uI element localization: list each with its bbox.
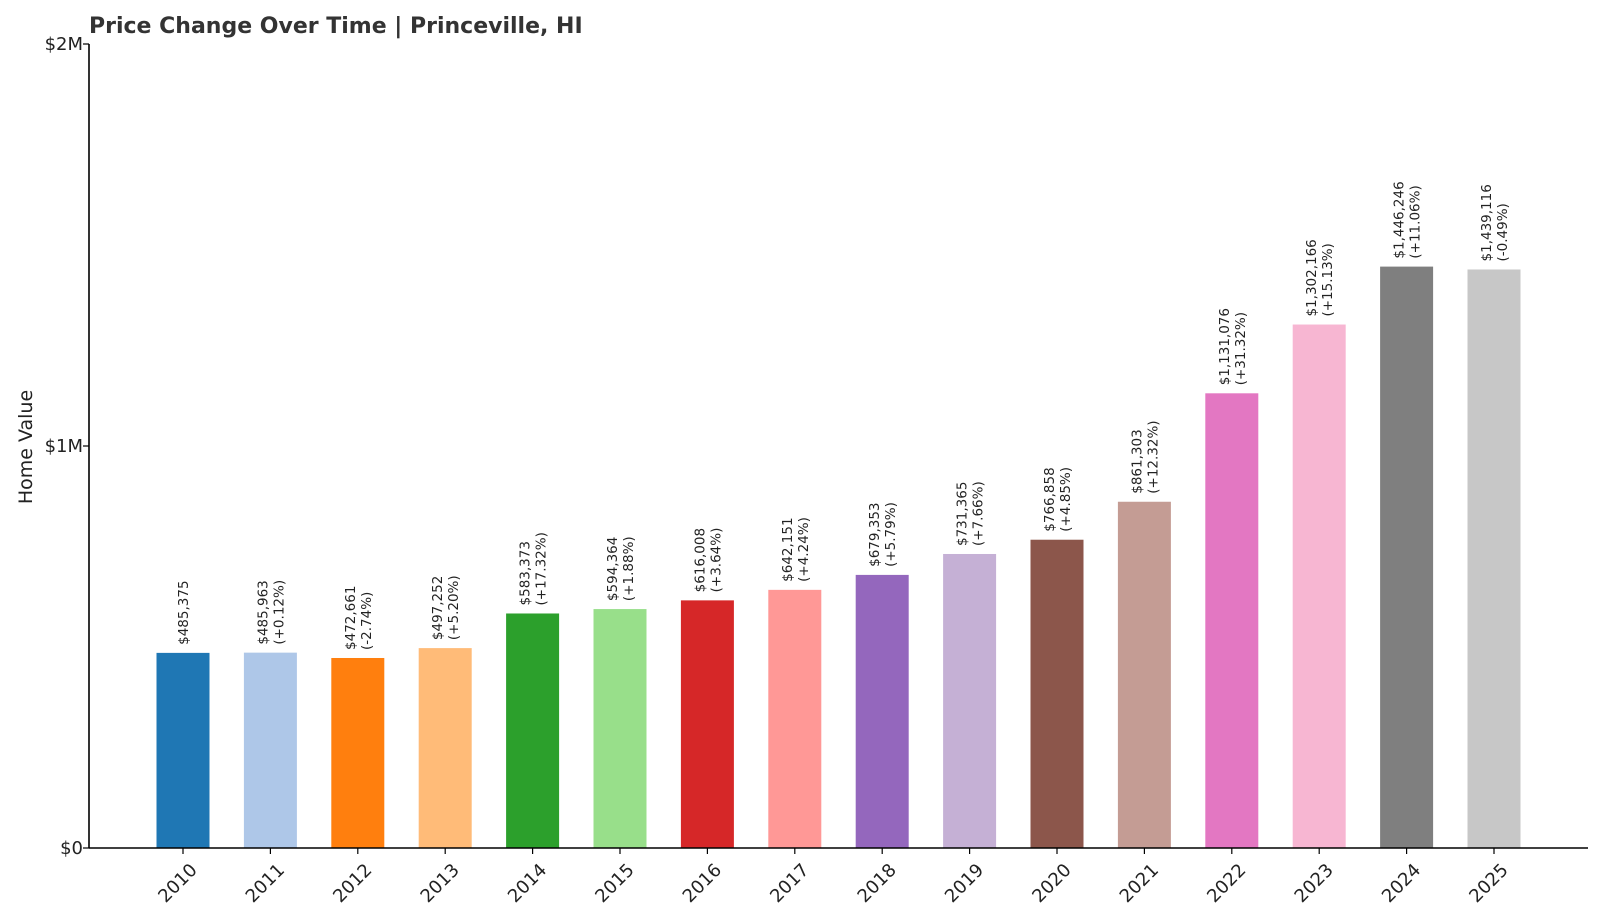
bar-2022 xyxy=(1205,393,1259,848)
bar-2019 xyxy=(943,553,997,848)
data-label-2014: $583,373 (+17.32%) xyxy=(518,532,550,605)
change-label: (-0.49%) xyxy=(1495,203,1511,261)
bars-group xyxy=(156,266,1521,849)
bar-2020 xyxy=(1030,539,1084,848)
x-tick-label: 2018 xyxy=(854,860,901,907)
x-tick-label: 2023 xyxy=(1291,860,1338,907)
x-tick-label: 2022 xyxy=(1203,860,1250,907)
value-label: $1,131,076 xyxy=(1217,308,1233,385)
data-label-2019: $731,365 (+7.66%) xyxy=(955,481,987,546)
x-tick-label: 2017 xyxy=(766,860,813,907)
value-label: $1,446,246 xyxy=(1392,181,1408,258)
data-label-2013: $497,252 (+5.20%) xyxy=(430,575,462,640)
change-label: (+5.79%) xyxy=(883,502,899,567)
chart-title: Price Change Over Time | Princeville, HI xyxy=(89,14,583,39)
change-label: (+7.66%) xyxy=(971,481,987,546)
y-tick-label: $0 xyxy=(60,838,83,859)
data-label-2024: $1,446,246 (+11.06%) xyxy=(1392,181,1424,258)
y-tick-label: $1M xyxy=(45,436,83,457)
x-tick-label: 2012 xyxy=(329,860,376,907)
change-label: (+11.06%) xyxy=(1408,185,1424,258)
data-label-2016: $616,008 (+3.64%) xyxy=(692,528,724,593)
bar-2014 xyxy=(506,613,560,848)
value-label: $1,439,116 xyxy=(1479,184,1495,261)
change-label: (+3.64%) xyxy=(708,528,724,593)
bar-2024 xyxy=(1380,266,1434,848)
data-label-2012: $472,661 (-2.74%) xyxy=(343,586,375,650)
data-label-2020: $766,858 (+4.85%) xyxy=(1042,467,1074,532)
change-label: (+17.32%) xyxy=(534,532,550,605)
data-label-2011: $485,963 (+0.12%) xyxy=(255,580,287,645)
value-label: $594,364 xyxy=(605,537,621,601)
change-label: (+0.12%) xyxy=(271,580,287,645)
value-label: $472,661 xyxy=(343,586,359,650)
data-label-2023: $1,302,166 (+15.13%) xyxy=(1304,239,1336,316)
bar-2023 xyxy=(1292,324,1346,848)
change-label: (+4.24%) xyxy=(796,517,812,582)
change-label: (+12.32%) xyxy=(1145,420,1161,493)
bar-2025 xyxy=(1467,269,1521,849)
data-label-2015: $594,364 (+1.88%) xyxy=(605,536,637,601)
data-label-2022: $1,131,076 (+31.32%) xyxy=(1217,308,1249,385)
change-label: (-2.74%) xyxy=(359,592,375,650)
x-tick-label: 2011 xyxy=(242,860,289,907)
bar-2012 xyxy=(331,657,385,848)
y-axis-ticks: $0 $1M $2M xyxy=(45,34,89,859)
change-label: (+4.85%) xyxy=(1058,467,1074,532)
change-label: (+31.32%) xyxy=(1233,312,1249,385)
value-label: $485,375 xyxy=(176,580,192,644)
y-axis-label: Home Value xyxy=(15,390,37,504)
data-label-2025: $1,439,116 (-0.49%) xyxy=(1479,184,1511,261)
value-label: $766,858 xyxy=(1042,467,1058,531)
data-labels-group: $485,375 $485,963 (+0.12%) $472,661 (-2.74%)… xyxy=(176,181,1511,650)
x-tick-label: 2021 xyxy=(1116,860,1163,907)
bar-2015 xyxy=(593,609,647,848)
value-label: $497,252 xyxy=(430,576,446,640)
x-tick-label: 2013 xyxy=(417,860,464,907)
change-label: (+5.20%) xyxy=(446,575,462,640)
change-label: (+1.88%) xyxy=(621,536,637,601)
value-label: $616,008 xyxy=(692,528,708,592)
x-tick-label: 2010 xyxy=(154,860,201,907)
x-axis-ticks: 2010 2011 2012 2013 2014 2015 2016 2017 2018 2019… xyxy=(154,848,1513,907)
bar-2013 xyxy=(418,648,472,848)
x-tick-label: 2025 xyxy=(1465,860,1512,907)
bar-2018 xyxy=(855,574,909,848)
x-tick-label: 2014 xyxy=(504,860,551,907)
x-tick-label: 2016 xyxy=(679,860,726,907)
value-label: $642,151 xyxy=(780,517,796,581)
data-label-2017: $642,151 (+4.24%) xyxy=(780,517,812,582)
value-label: $679,353 xyxy=(867,502,883,566)
bar-2017 xyxy=(768,589,822,848)
x-tick-label: 2020 xyxy=(1028,860,1075,907)
bar-2011 xyxy=(243,652,297,848)
x-tick-label: 2019 xyxy=(941,860,988,907)
bar-2021 xyxy=(1117,501,1171,848)
value-label: $731,365 xyxy=(955,482,971,546)
y-tick-label: $2M xyxy=(45,34,83,55)
value-label: $861,303 xyxy=(1129,429,1145,493)
value-label: $1,302,166 xyxy=(1304,239,1320,316)
x-tick-label: 2024 xyxy=(1378,860,1425,907)
data-label-2021: $861,303 (+12.32%) xyxy=(1129,420,1161,493)
data-label-2018: $679,353 (+5.79%) xyxy=(867,502,899,567)
bar-2010 xyxy=(156,652,210,848)
data-label-2010: $485,375 xyxy=(176,580,192,644)
bar-2016 xyxy=(680,600,734,848)
value-label: $485,963 xyxy=(255,580,271,644)
value-label: $583,373 xyxy=(518,541,534,605)
change-label: (+15.13%) xyxy=(1320,243,1336,316)
x-tick-label: 2015 xyxy=(591,860,638,907)
